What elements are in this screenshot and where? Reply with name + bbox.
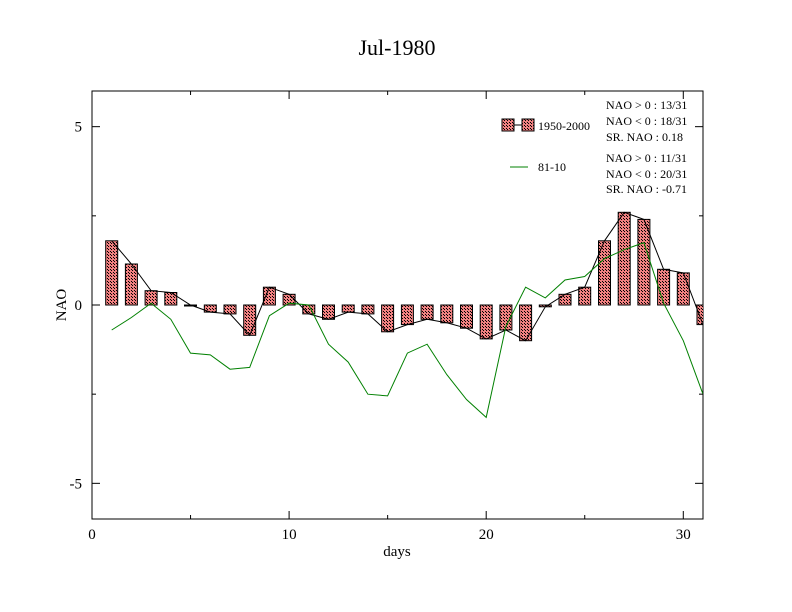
bar-day-17 xyxy=(420,304,434,320)
bar-day-27 xyxy=(617,211,631,306)
bar-day-22 xyxy=(519,304,533,342)
stat-1950-pos: NAO > 0 : 13/31 xyxy=(606,98,687,112)
x-axis-title: days xyxy=(383,544,411,560)
stat-1950-neg: NAO < 0 : 18/31 xyxy=(606,114,687,128)
bar-day-31 xyxy=(696,304,703,326)
legend-label-line: 81-10 xyxy=(538,160,566,174)
bar-day-4 xyxy=(164,292,178,306)
y-tick-label: 5 xyxy=(75,120,83,136)
bar-series-1950-2000 xyxy=(105,211,703,342)
stats-box: NAO > 0 : 13/31 NAO < 0 : 18/31 SR. NAO … xyxy=(606,98,687,196)
y-tick-label: -5 xyxy=(70,476,83,492)
bar-day-24 xyxy=(558,293,572,306)
stat-8110-pos: NAO > 0 : 11/31 xyxy=(606,151,687,165)
stat-8110-sr: SR. NAO : -0.71 xyxy=(606,182,687,196)
legend: 1950-2000 81-10 xyxy=(501,118,590,174)
chart-title: Jul-1980 xyxy=(359,35,436,60)
x-tick-label: 10 xyxy=(282,527,297,543)
bar-day-14 xyxy=(361,304,375,315)
y-tick-label: 0 xyxy=(75,298,83,314)
line-series xyxy=(111,211,703,419)
x-tick-label: 0 xyxy=(88,527,96,543)
line-81-10 xyxy=(111,241,703,419)
stat-1950-sr: SR. NAO : 0.18 xyxy=(606,130,683,144)
legend-label-bar: 1950-2000 xyxy=(538,119,590,133)
axis-tick-labels: 0 10 20 30 -5 0 5 xyxy=(70,120,691,543)
bar-day-18 xyxy=(440,304,454,324)
bar-day-16 xyxy=(400,304,414,326)
bar-day-25 xyxy=(578,286,592,306)
x-tick-label: 20 xyxy=(479,527,494,543)
legend-swatch-bar-right xyxy=(521,118,535,132)
legend-swatch-bar-left xyxy=(501,118,515,132)
line-1950-2000 xyxy=(111,211,703,342)
x-tick-label: 30 xyxy=(676,527,691,543)
bar-day-13 xyxy=(341,304,355,313)
bar-day-9 xyxy=(262,286,276,306)
bar-day-19 xyxy=(460,304,473,329)
bar-day-30 xyxy=(676,272,690,306)
bar-day-7 xyxy=(223,304,237,315)
bar-day-29 xyxy=(657,268,671,306)
bar-day-1 xyxy=(105,240,119,306)
bar-day-12 xyxy=(322,304,335,320)
y-axis-title: NAO xyxy=(54,289,70,322)
stat-8110-neg: NAO < 0 : 20/31 xyxy=(606,167,687,181)
bar-day-28 xyxy=(637,218,651,306)
bar-day-20 xyxy=(479,304,493,340)
axis-ticks xyxy=(91,91,703,519)
